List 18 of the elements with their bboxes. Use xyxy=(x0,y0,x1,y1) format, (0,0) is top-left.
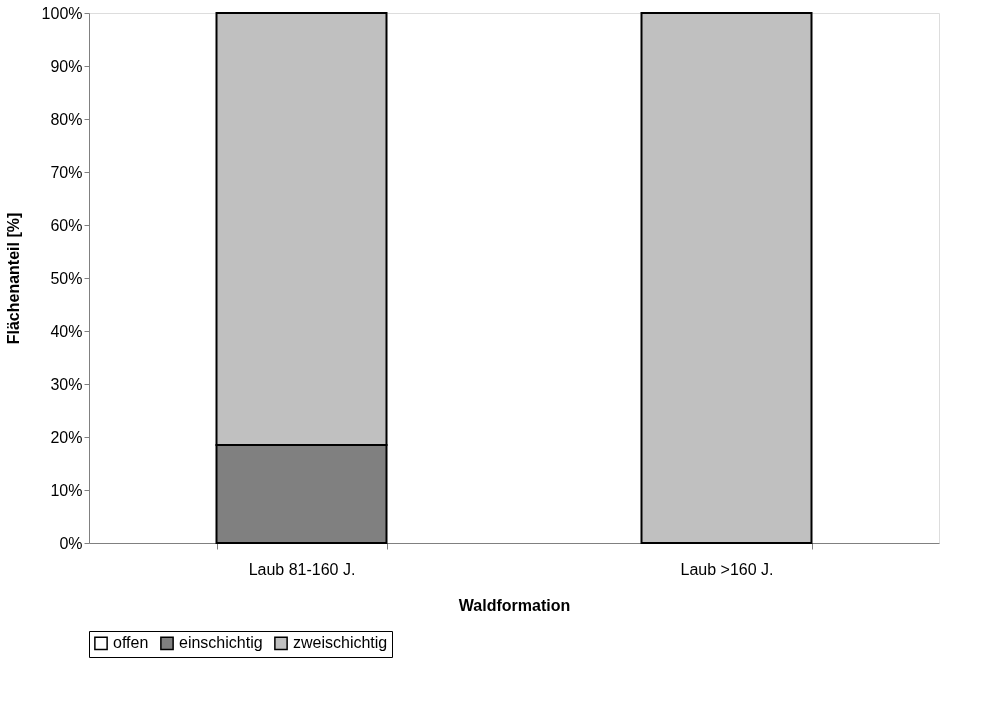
x-tick-label: Laub 81-160 J. xyxy=(248,560,356,578)
x-axis-title: Waldformation xyxy=(458,596,571,614)
x-tick-label: Laub >160 J. xyxy=(680,560,774,578)
y-tick-label: 50% xyxy=(50,269,83,287)
y-tick-label: 30% xyxy=(50,375,83,393)
legend-label: zweischichtig xyxy=(293,634,388,652)
y-tick-label: 10% xyxy=(50,481,83,499)
y-axis-title: Flächenanteil [%] xyxy=(4,212,22,345)
y-tick-label: 70% xyxy=(50,163,83,181)
y-tick-label: 40% xyxy=(50,322,83,340)
y-tick-label: 60% xyxy=(50,216,83,234)
y-tick-label: 90% xyxy=(50,57,83,75)
y-tick-label: 100% xyxy=(41,4,83,22)
y-tick-label: 0% xyxy=(59,534,83,552)
legend-label: einschichtig xyxy=(179,634,263,652)
y-tick-label: 20% xyxy=(50,428,83,446)
y-tick-label: 80% xyxy=(50,110,83,128)
legend-label: offen xyxy=(113,634,149,652)
